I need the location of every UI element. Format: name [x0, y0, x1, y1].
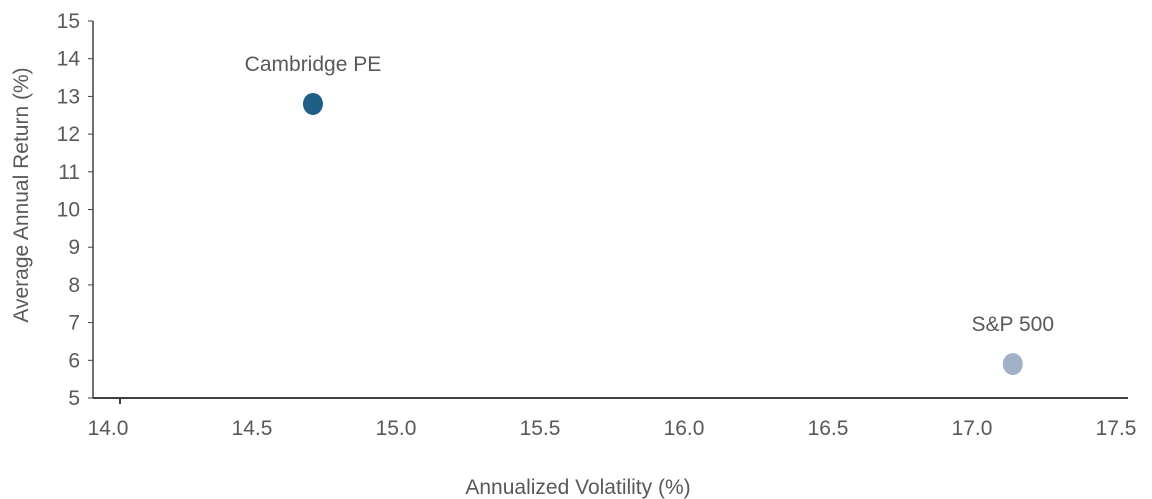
y-tick-label: 6 [68, 349, 80, 372]
x-tick-label: 15.0 [376, 417, 417, 440]
y-tick-label: 15 [57, 10, 80, 33]
y-tick-label: 10 [57, 199, 80, 222]
y-tick-label: 13 [57, 85, 80, 108]
x-tick-label: 14.0 [88, 417, 129, 440]
y-tick-label: 8 [68, 274, 80, 297]
scatter-point [1002, 353, 1023, 376]
x-tick-label: 15.5 [520, 417, 561, 440]
point-label: Cambridge PE [245, 53, 382, 76]
x-tick-label: 16.0 [664, 417, 705, 440]
y-axis-ticks: 5 6 7 8 9 10 11 12 13 14 15 [57, 10, 93, 410]
y-tick-label: 5 [68, 387, 80, 410]
scatter-point [302, 92, 323, 115]
y-tick-label: 9 [68, 236, 80, 259]
x-tick-label: 17.0 [952, 417, 993, 440]
x-tick-label: 16.5 [808, 417, 849, 440]
y-tick-label: 12 [57, 123, 80, 146]
x-axis-title: Annualized Volatility (%) [465, 476, 690, 499]
y-tick-label: 14 [57, 48, 81, 71]
x-tick-label: 14.5 [232, 417, 273, 440]
y-tick-label: 7 [68, 312, 80, 335]
data-points: Cambridge PE S&P 500 [245, 53, 1055, 376]
point-label: S&P 500 [972, 313, 1055, 336]
x-axis-ticks: 14.0 14.5 15.0 15.5 16.0 16.5 17.0 17.5 [88, 398, 1137, 440]
x-tick-label: 17.5 [1096, 417, 1137, 440]
y-tick-label: 11 [58, 161, 80, 184]
y-axis-title: Average Annual Return (%) [10, 67, 33, 322]
